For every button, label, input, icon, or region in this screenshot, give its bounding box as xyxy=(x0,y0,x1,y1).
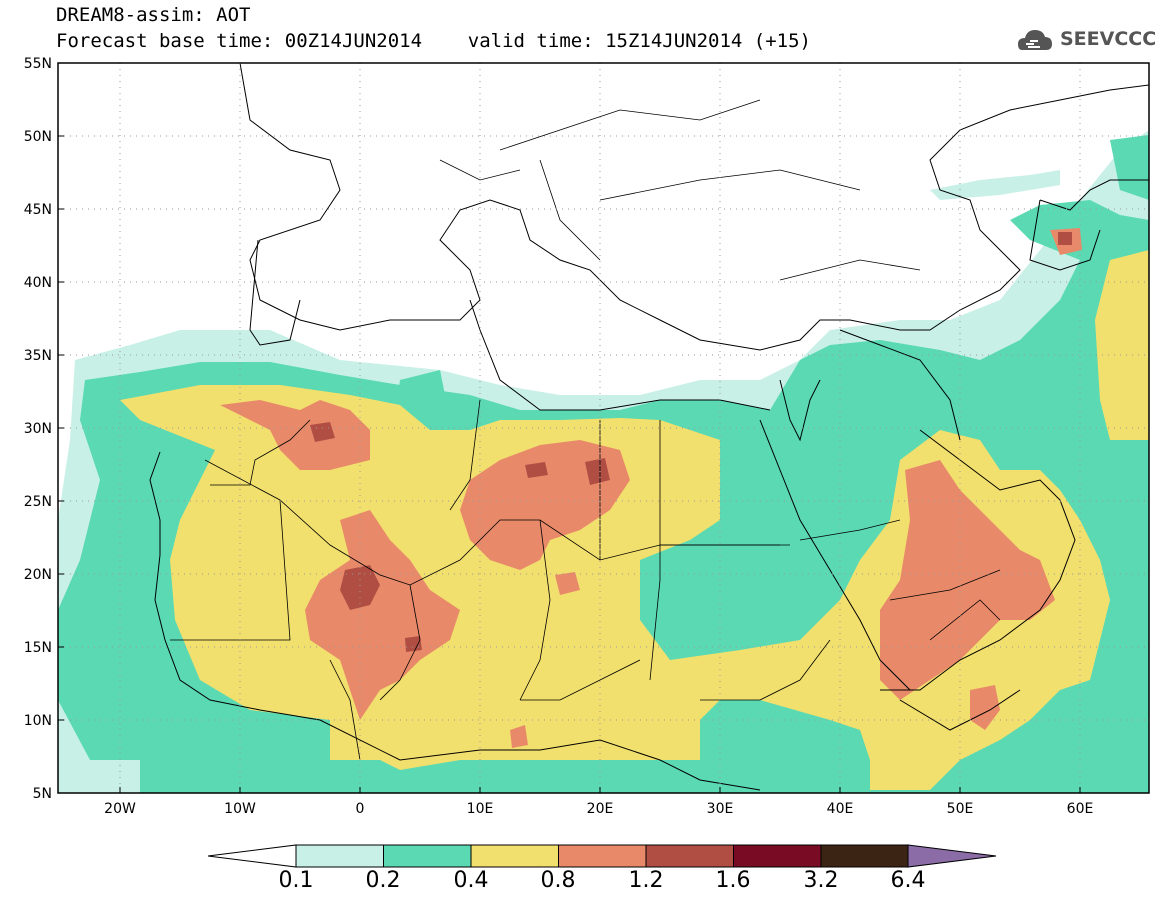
lon-label-60e: 60E xyxy=(1067,801,1094,817)
colorbar-label-2: 0.4 xyxy=(453,868,489,893)
lon-label-20w: 20W xyxy=(104,801,136,817)
lat-label-30n: 30N xyxy=(24,421,52,437)
cloud-icon xyxy=(1018,30,1052,50)
colorbar-label-6: 3.2 xyxy=(803,868,839,893)
lat-label-15n: 15N xyxy=(24,640,52,656)
colorbar-box-5 xyxy=(733,844,822,868)
chart-title: DREAM8-assim: AOT xyxy=(56,4,251,26)
lat-label-45n: 45N xyxy=(24,202,52,218)
lat-label-35n: 35N xyxy=(24,348,52,364)
chart-subtitle: Forecast base time: 00Z14JUN2014 valid t… xyxy=(56,30,811,52)
colorbar-under-arrow xyxy=(207,844,297,868)
aot-field xyxy=(58,63,1149,793)
lat-label-50n: 50N xyxy=(24,129,52,145)
colorbar-label-4: 1.2 xyxy=(628,868,664,893)
lat-label-40n: 40N xyxy=(24,275,52,291)
country-borders xyxy=(170,99,1001,761)
lat-label-55n: 55N xyxy=(24,56,52,72)
colorbar-label-7: 6.4 xyxy=(890,868,926,893)
colorbar-label-1: 0.2 xyxy=(365,868,401,893)
colorbar-box-1 xyxy=(383,844,472,868)
lon-label-10e: 10E xyxy=(467,801,494,817)
colorbar-label-3: 0.8 xyxy=(540,868,576,893)
lat-axis: 5N 10N 15N 20N 25N 30N 35N 40N 45N 50N 5… xyxy=(24,56,64,802)
lon-label-40e: 40E xyxy=(827,801,854,817)
colorbar-label-0: 0.1 xyxy=(278,868,314,893)
colorbar-over-arrow xyxy=(907,844,997,868)
lon-label-20e: 20E xyxy=(587,801,614,817)
lat-label-25n: 25N xyxy=(24,494,52,510)
colorbar-box-0 xyxy=(295,844,384,868)
lon-label-50e: 50E xyxy=(947,801,974,817)
logo-text: SEEVCCC xyxy=(1060,28,1157,50)
colorbar-box-6 xyxy=(820,844,909,868)
colorbar-box-4 xyxy=(645,844,734,868)
colorbar-box-2 xyxy=(470,844,559,868)
lon-label-0: 0 xyxy=(356,801,365,817)
lon-label-30e: 30E xyxy=(707,801,734,817)
lat-label-5n: 5N xyxy=(33,786,52,802)
colorbar xyxy=(207,844,997,868)
lat-label-10n: 10N xyxy=(24,713,52,729)
colorbar-label-5: 1.6 xyxy=(715,868,751,893)
lon-label-10w: 10W xyxy=(224,801,256,817)
lat-label-20n: 20N xyxy=(24,567,52,583)
lon-axis: 20W 10W 0 10E 20E 30E 40E 50E 60E xyxy=(104,787,1093,817)
colorbar-box-3 xyxy=(558,844,647,868)
coastlines xyxy=(149,63,1149,791)
